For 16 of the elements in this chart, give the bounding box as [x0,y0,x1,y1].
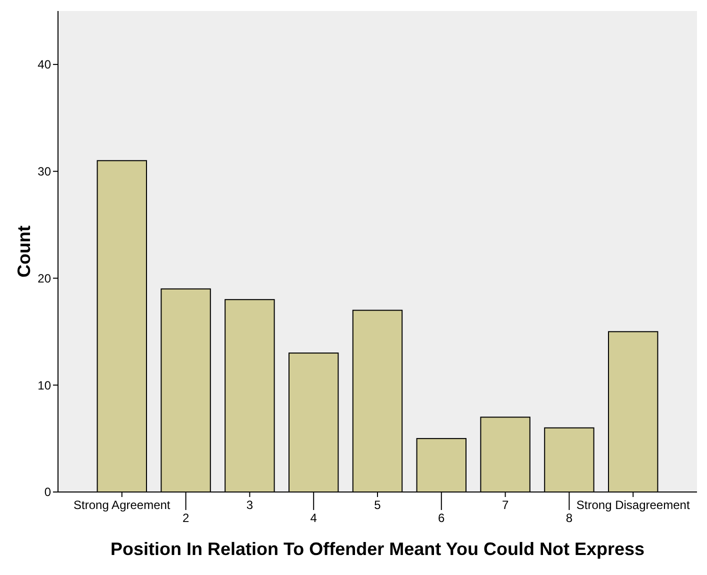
y-tick-label: 30 [38,164,52,179]
x-tick-label: 7 [502,498,509,512]
x-axis-title: Position In Relation To Offender Meant You Could Not Express [110,539,645,559]
x-tick-label: 8 [566,511,573,525]
x-tick-label: 4 [310,511,318,525]
y-axis-title: Count [14,226,34,278]
x-tick-label: 6 [438,511,446,525]
x-tick-label: 5 [374,498,382,512]
x-tick-label: Strong Disagreement [576,498,690,512]
y-tick-label: 40 [38,58,52,72]
x-tick-label: 2 [182,511,190,525]
y-tick-label: 0 [44,485,52,500]
y-tick-label: 10 [38,378,52,392]
x-tick-label: 3 [246,498,254,512]
y-tick-label: 20 [38,271,52,286]
x-tick-label: Strong Agreement [74,498,171,512]
